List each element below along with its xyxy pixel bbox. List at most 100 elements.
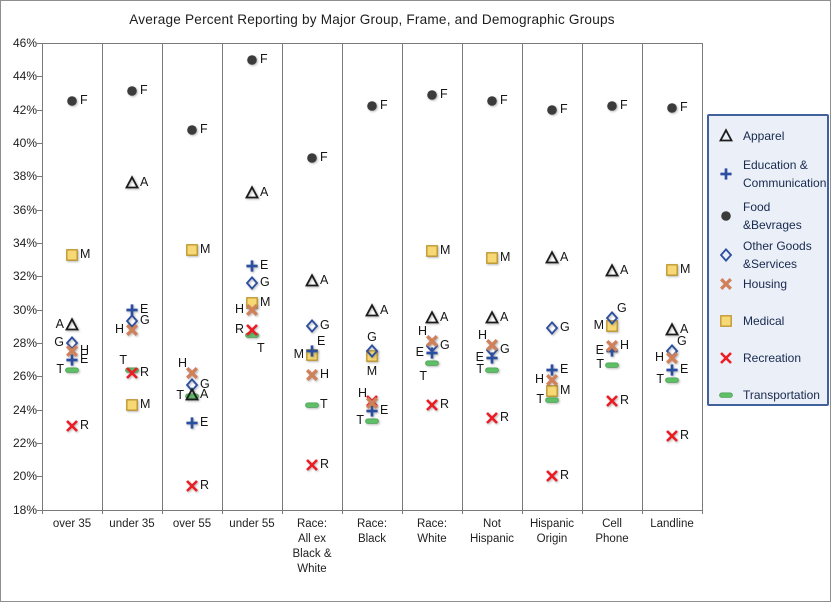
- data-point-label: G: [320, 318, 330, 333]
- data-point-marker-food-bevrages: [303, 149, 321, 167]
- data-point-marker-housing: [483, 336, 501, 354]
- y-axis-tick-mark: [37, 443, 42, 444]
- data-point-marker-transportation: [303, 396, 321, 414]
- data-point-label: G: [260, 275, 270, 289]
- data-point-marker-housing: [543, 371, 561, 389]
- data-point-marker-food-bevrages: [63, 92, 81, 110]
- data-point-label: E: [140, 301, 149, 316]
- category-label: under 35: [109, 517, 155, 530]
- chart-title: Average Percent Reporting by Major Group…: [129, 12, 615, 27]
- y-axis-tick-mark: [37, 143, 42, 144]
- data-point-label: G: [140, 313, 150, 328]
- category-label: Race: Black: [356, 517, 388, 545]
- legend-label-housing: Housing: [743, 277, 788, 291]
- legend-marker-education-communication-icon: [717, 165, 735, 183]
- data-point-label: G: [367, 330, 377, 345]
- legend: Apparel Education & Communication Food &Be…: [707, 114, 829, 406]
- data-point-label: T: [356, 413, 364, 428]
- data-point-marker-medical: [423, 242, 441, 260]
- data-point-label: E: [560, 361, 569, 376]
- data-point-label: A: [320, 273, 329, 288]
- data-point-label: T: [596, 356, 604, 371]
- y-axis-tick-mark: [37, 509, 42, 511]
- data-point-marker-medical: [123, 396, 141, 414]
- data-point-marker-food-bevrages: [123, 82, 141, 100]
- data-point-marker-recreation: [603, 392, 621, 410]
- data-point-marker-apparel: [483, 309, 501, 327]
- category-label: over 35: [52, 517, 92, 530]
- data-point-marker-recreation: [123, 364, 141, 382]
- column-separator: [402, 43, 403, 510]
- data-point-marker-other-goods-services: [63, 334, 81, 352]
- data-point-label: M: [200, 241, 211, 256]
- data-point-label: H: [114, 321, 124, 336]
- data-point-label: A: [680, 321, 689, 336]
- data-point-marker-apparel: [63, 316, 81, 334]
- y-axis-tick-mark: [37, 309, 42, 311]
- x-axis-tick-mark: [42, 509, 43, 514]
- data-point-marker-education-communication: [123, 301, 141, 319]
- y-axis-tick-mark: [37, 76, 42, 78]
- data-point-label: G: [677, 334, 687, 349]
- data-point-label: F: [620, 98, 628, 113]
- data-point-label: H: [357, 386, 367, 400]
- data-point-marker-transportation: [603, 356, 621, 374]
- x-axis-tick-mark: [162, 509, 163, 514]
- legend-label-transportation: Transportation: [743, 388, 820, 402]
- data-point-label: R: [620, 393, 630, 408]
- data-point-label: M: [500, 250, 511, 264]
- data-point-marker-education-communication: [243, 257, 261, 275]
- category-label: Not Hispanic: [469, 517, 515, 545]
- data-point-label: A: [55, 316, 64, 331]
- data-point-marker-apparel: [363, 302, 381, 320]
- data-point-marker-education-communication: [363, 402, 381, 420]
- data-point-marker-apparel: [603, 262, 621, 280]
- data-point-label: F: [140, 83, 148, 98]
- x-axis-tick-mark: [102, 509, 103, 514]
- data-point-label: T: [257, 340, 265, 355]
- legend-label-apparel: Apparel: [743, 129, 785, 143]
- data-point-label: E: [380, 403, 389, 418]
- legend-label-education-communication: Education & Communication: [743, 158, 827, 190]
- data-point-marker-other-goods-services: [603, 309, 621, 327]
- data-point-marker-apparel: [423, 309, 441, 327]
- data-point-label: M: [440, 243, 451, 258]
- data-point-label: M: [593, 318, 604, 333]
- data-point-label: E: [80, 351, 89, 366]
- data-point-marker-housing: [243, 301, 261, 319]
- data-point-marker-apparel: [243, 184, 261, 202]
- data-point-label: T: [56, 361, 64, 376]
- y-axis-tick-mark: [37, 209, 42, 211]
- data-point-label: A: [380, 303, 389, 318]
- data-point-label: H: [320, 366, 330, 381]
- data-point-marker-transportation: [63, 361, 81, 379]
- column-separator: [582, 43, 583, 510]
- data-point-marker-apparel: [123, 174, 141, 192]
- x-axis-tick-mark: [462, 509, 463, 514]
- data-point-marker-food-bevrages: [483, 92, 501, 110]
- y-axis-tick-label: 26%: [12, 369, 37, 384]
- data-point-label: A: [200, 386, 209, 401]
- data-point-label: E: [680, 361, 689, 376]
- data-point-marker-medical: [63, 246, 81, 264]
- data-point-marker-education-communication: [183, 414, 201, 432]
- data-point-label: A: [260, 185, 269, 199]
- data-point-marker-transportation: [483, 361, 501, 379]
- data-point-marker-other-goods-services: [243, 274, 261, 292]
- data-point-label: A: [440, 310, 449, 324]
- category-label: over 55: [172, 517, 212, 530]
- data-point-marker-food-bevrages: [243, 51, 261, 69]
- y-axis-line: [42, 43, 43, 510]
- legend-marker-housing-icon: [717, 275, 735, 293]
- column-separator: [282, 43, 283, 510]
- x-axis-tick-mark: [222, 509, 223, 514]
- data-point-label: F: [680, 100, 688, 114]
- x-axis-tick-mark: [342, 509, 343, 514]
- column-separator: [162, 43, 163, 510]
- data-point-label: E: [595, 343, 604, 358]
- data-point-marker-medical: [483, 249, 501, 267]
- x-axis-tick-mark: [642, 509, 643, 514]
- data-point-marker-apparel: [663, 321, 681, 339]
- y-axis-tick-label: 22%: [12, 436, 37, 450]
